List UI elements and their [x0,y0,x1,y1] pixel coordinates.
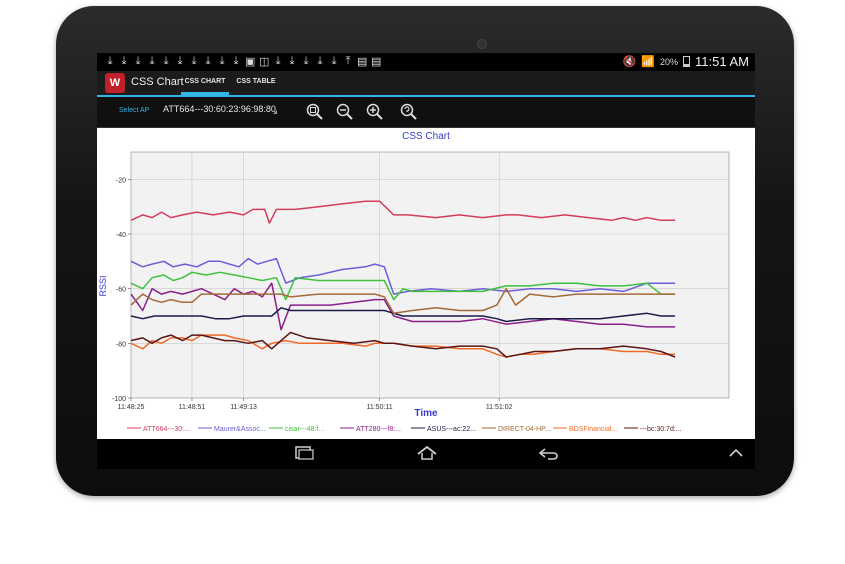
tab-css-table[interactable]: CSS TABLE [236,78,276,85]
mute-icon: 🔇 [622,56,637,68]
image-icon[interactable]: ▣ [245,56,256,68]
device-screen: ⤓ ⤓ ⤓ ⤓ ⤓ ⤓ ⤓ ⤓ ⤓ ⤓ ▣ ◫ ⤓ ⤓ ⤓ ⤓ ⤓ ⤒ ▤ ▤ 🔇 📶 20% 11:51 AM W … [97,53,755,439]
wifi-icon: 📶 [641,56,656,68]
battery-icon [683,56,691,67]
legend-label: ATT664---30:... [143,426,190,433]
tab-css-chart[interactable]: CSS CHART [181,71,229,95]
app-logo-icon[interactable]: W [105,73,125,93]
recent-apps-icon[interactable] [293,445,315,461]
x-tick-label: 11:49:13 [230,404,257,411]
status-bar: ⤓ ⤓ ⤓ ⤓ ⤓ ⤓ ⤓ ⤓ ⤓ ⤓ ▣ ◫ ⤓ ⤓ ⤓ ⤓ ⤓ ⤒ ▤ ▤ 🔇 📶 20% 11:51 AM [97,53,755,71]
upload-icon[interactable]: ⤒ [345,55,351,67]
briefcase-icon[interactable]: ▤ [371,56,382,68]
download-icon[interactable]: ⤓ [107,55,113,67]
legend-label: cisar---48:f... [285,426,324,433]
chart-title: CSS Chart [402,131,450,142]
download-icon[interactable]: ⤓ [219,55,225,67]
legend-label: DIRECT-04-HP... [498,426,551,433]
series-line-2 [130,257,676,295]
zoom-in-icon[interactable] [365,102,385,122]
app-title: CSS Chart [131,76,184,88]
plot-background [130,151,730,399]
battery-percent: 20% [660,56,679,67]
download-icon[interactable]: ⤓ [191,55,197,67]
notification-icons[interactable]: ⤓ ⤓ ⤓ ⤓ ⤓ ⤓ ⤓ ⤓ ⤓ ⤓ ▣ ◫ ⤓ ⤓ ⤓ ⤓ ⤓ ⤒ ▤ ▤ [105,55,382,68]
y-axis-label: RSSI [98,275,108,296]
home-icon[interactable] [415,445,439,461]
zoom-fit-icon[interactable] [305,102,325,122]
series-lines [130,200,676,358]
download-icon[interactable]: ⤓ [275,55,281,67]
legend-label: Maurer&Assoc... [214,426,266,433]
grid [130,151,730,399]
download-icon[interactable]: ⤓ [331,55,337,67]
toolbar: Select AP ATT664---30:60:23:96:98:80 [97,97,755,128]
y-tick-label: -80 [116,341,126,348]
series-line-8 [130,331,676,358]
legend: ATT664---30:... Maurer&Assoc... cisar---48… [127,426,682,433]
briefcase-icon[interactable]: ▤ [357,56,368,68]
select-ap-label: Select AP [119,107,150,114]
legend-label: ATT280---f8:... [356,426,401,433]
front-camera [477,39,487,49]
x-tick-label: 11:50:11 [366,404,392,411]
x-axis-label: Time [414,408,438,419]
download-icon[interactable]: ⤓ [205,55,211,67]
navigation-bar [97,439,755,469]
download-icon[interactable]: ⤓ [121,55,127,67]
y-tick-label: -60 [116,287,126,294]
y-tick-label: -40 [116,232,126,239]
chevron-up-icon[interactable] [727,445,745,461]
zoom-out-icon[interactable] [335,102,355,122]
ap-select-dropdown[interactable]: ATT664---30:60:23:96:98:80 [163,104,276,114]
legend-label: ---bc:30:7d:... [640,426,682,433]
chart-area: CSS Chart Time RSSI -20 -40 -60 -80 -100 11:4… [97,128,755,439]
download-icon[interactable]: ⤓ [177,55,183,67]
download-icon[interactable]: ⤓ [149,55,155,67]
screenshot-icon[interactable]: ◫ [259,56,270,68]
download-icon[interactable]: ⤓ [289,55,295,67]
download-icon[interactable]: ⤓ [135,55,141,67]
x-tick-label: 11:48:25 [118,404,145,411]
dropdown-caret-icon [273,110,277,114]
series-line-3 [130,271,676,301]
legend-label: BDSFinancial... [569,426,617,433]
y-tick-label: -100 [112,396,126,403]
action-bar: W CSS Chart CSS CHART CSS TABLE [97,71,755,97]
series-line-1 [130,200,676,224]
legend-label: ASUS---ac:22... [427,426,476,433]
status-indicators: 🔇 📶 20% 11:51 AM [623,54,749,69]
series-line-5 [130,307,676,323]
x-tick-label: 11:48:51 [179,404,206,411]
rssi-line-chart: CSS Chart Time RSSI -20-40-60-80-10011:4… [98,131,730,433]
x-tick-label: 11:51:02 [486,404,513,411]
series-line-6 [130,287,676,315]
status-clock: 11:51 AM [695,54,749,69]
zoom-reset-icon[interactable] [399,102,419,122]
y-tick-label: -20 [116,177,126,184]
download-icon[interactable]: ⤓ [303,55,309,67]
download-icon[interactable]: ⤓ [233,55,239,67]
download-icon[interactable]: ⤓ [317,55,323,67]
back-icon[interactable] [537,445,561,461]
download-icon[interactable]: ⤓ [163,55,169,67]
